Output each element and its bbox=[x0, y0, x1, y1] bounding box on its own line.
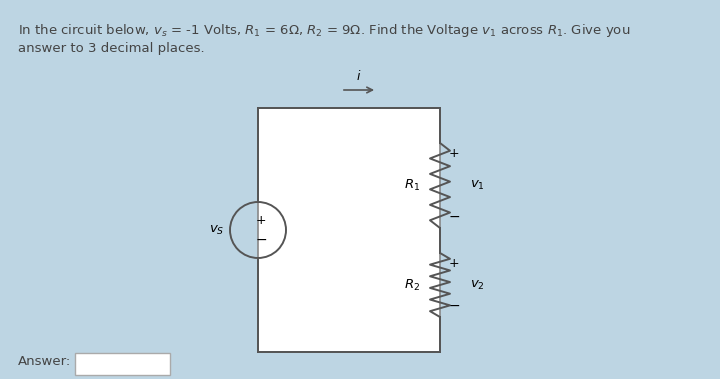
Text: In the circuit below, $v_s$ = -1 Volts, $R_1$ = 6Ω, $R_2$ = 9Ω. Find the Voltage: In the circuit below, $v_s$ = -1 Volts, … bbox=[18, 22, 630, 39]
FancyBboxPatch shape bbox=[75, 353, 170, 375]
Text: +: + bbox=[449, 147, 459, 160]
Text: $v_2$: $v_2$ bbox=[470, 279, 485, 291]
Text: +: + bbox=[449, 257, 459, 270]
FancyBboxPatch shape bbox=[258, 108, 440, 352]
Text: $R_2$: $R_2$ bbox=[404, 277, 420, 293]
Text: $R_1$: $R_1$ bbox=[404, 178, 420, 193]
Text: $v_S$: $v_S$ bbox=[209, 224, 224, 236]
Text: −: − bbox=[255, 233, 267, 247]
Text: $v_1$: $v_1$ bbox=[470, 179, 485, 192]
Text: +: + bbox=[256, 215, 266, 227]
Text: answer to 3 decimal places.: answer to 3 decimal places. bbox=[18, 42, 204, 55]
Text: −: − bbox=[448, 299, 460, 313]
Text: −: − bbox=[448, 210, 460, 224]
Text: Answer:: Answer: bbox=[18, 355, 71, 368]
Text: $i$: $i$ bbox=[356, 69, 361, 83]
